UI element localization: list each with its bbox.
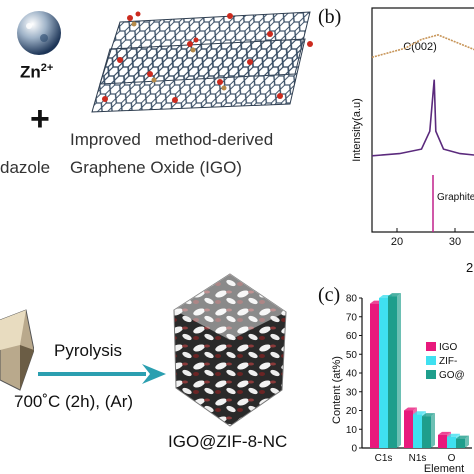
bar-top — [388, 293, 401, 297]
bar-o-1 — [447, 436, 456, 448]
bar-ytick-label: 70 — [346, 312, 358, 323]
graphite-label: Graphite — [437, 192, 474, 203]
bar-ytick-label: 50 — [346, 350, 358, 361]
igo-zif-8-nc-product — [173, 273, 287, 427]
bar-top — [456, 435, 469, 439]
bar-n1s-0 — [404, 410, 413, 448]
xrd-chart: Intensity(a.u) C(002) Graphite 20 30 — [351, 7, 474, 248]
bar-ylabel: Content (at%) — [331, 356, 343, 424]
bar-ytick-label: 30 — [346, 387, 358, 398]
graphene-oxide-illustration — [91, 11, 313, 113]
bar-side — [465, 435, 469, 448]
pyrolysis-label: Pyrolysis — [54, 341, 123, 360]
bar-ytick-label: 20 — [346, 406, 358, 417]
imidazole-label: dazole — [0, 158, 51, 177]
bar-c1s-0 — [370, 303, 379, 448]
xrd-series-0 — [371, 34, 474, 59]
bar-top — [404, 407, 417, 411]
bar-o-0 — [438, 434, 447, 448]
bar-ytick-label: 40 — [346, 369, 358, 380]
bar-ytick-label: 10 — [346, 425, 358, 436]
xrd-xtick-label-20: 20 — [391, 236, 403, 248]
bar-top — [447, 433, 460, 437]
zif-8-crystal — [0, 309, 34, 391]
xrd-xlabel-fragment: 2 — [466, 260, 474, 275]
zn-ion-sphere — [17, 11, 61, 55]
legend-swatch — [426, 356, 436, 365]
legend-swatch — [426, 370, 436, 379]
bar-side — [397, 293, 401, 448]
legend-label: GO@ — [439, 370, 465, 381]
elemental-content-chart: Content (at%) 0 10 20 30 40 50 60 70 80 C1s N1s O IG… — [331, 293, 472, 474]
bar-c1s-1 — [379, 298, 388, 448]
bar-ytick-label: 60 — [346, 331, 358, 342]
bar-category-label: N1s — [409, 453, 427, 464]
xrd-xtick-label-30: 30 — [449, 236, 461, 248]
bar-ytick-label: 0 — [351, 444, 357, 455]
pyrolysis-arrow — [38, 364, 166, 384]
bar-top — [438, 431, 451, 435]
bar-n1s-2 — [422, 416, 431, 448]
plus-sign: + — [30, 100, 50, 138]
bar-side — [431, 413, 435, 448]
xrd-plot-frame — [371, 7, 474, 233]
bar-category-label: O — [448, 453, 456, 464]
bar-top — [422, 413, 435, 417]
legend-swatch — [426, 342, 436, 351]
pyrolysis-conditions: 700˚C (2h), (Ar) — [14, 392, 134, 411]
legend-label: IGO — [439, 342, 458, 353]
igo-label-line1: Improved method-derived — [70, 130, 274, 149]
xrd-series-1 — [371, 79, 474, 157]
panel-b-label: (b) — [318, 6, 342, 28]
panel-c-label: (c) — [318, 284, 341, 306]
product-label: IGO@ZIF-8-NC — [168, 432, 288, 451]
zn-label: Zn2+ — [20, 62, 54, 82]
legend-label: ZIF- — [439, 356, 457, 367]
xrd-ylabel: Intensity(a.u) — [351, 98, 363, 162]
bar-ytick-label: 80 — [346, 294, 358, 305]
bar-n1s-1 — [413, 414, 422, 448]
bar-xlabel-fragment: Element — [424, 463, 464, 474]
bar-o-2 — [456, 438, 465, 448]
bar-category-label: C1s — [375, 453, 393, 464]
bar-c1s-2 — [388, 296, 397, 448]
bar-top — [413, 411, 426, 415]
igo-label-line2: Graphene Oxide (IGO) — [70, 158, 242, 177]
